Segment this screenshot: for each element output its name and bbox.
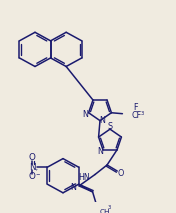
Text: N: N — [99, 116, 105, 125]
Text: CF: CF — [131, 111, 142, 120]
Text: O: O — [29, 172, 36, 181]
Text: 3: 3 — [140, 111, 144, 116]
Text: N: N — [70, 183, 76, 192]
Text: N: N — [97, 147, 103, 156]
Text: F: F — [133, 104, 137, 112]
Text: CH: CH — [100, 209, 110, 213]
Text: O: O — [29, 153, 36, 162]
Text: HN: HN — [78, 173, 90, 182]
Text: N: N — [83, 110, 89, 119]
Text: +: + — [34, 168, 38, 172]
Text: S: S — [107, 122, 113, 131]
Text: 3: 3 — [108, 205, 111, 210]
Text: N: N — [29, 163, 36, 172]
Text: O: O — [117, 168, 124, 178]
Text: −: − — [35, 172, 40, 177]
